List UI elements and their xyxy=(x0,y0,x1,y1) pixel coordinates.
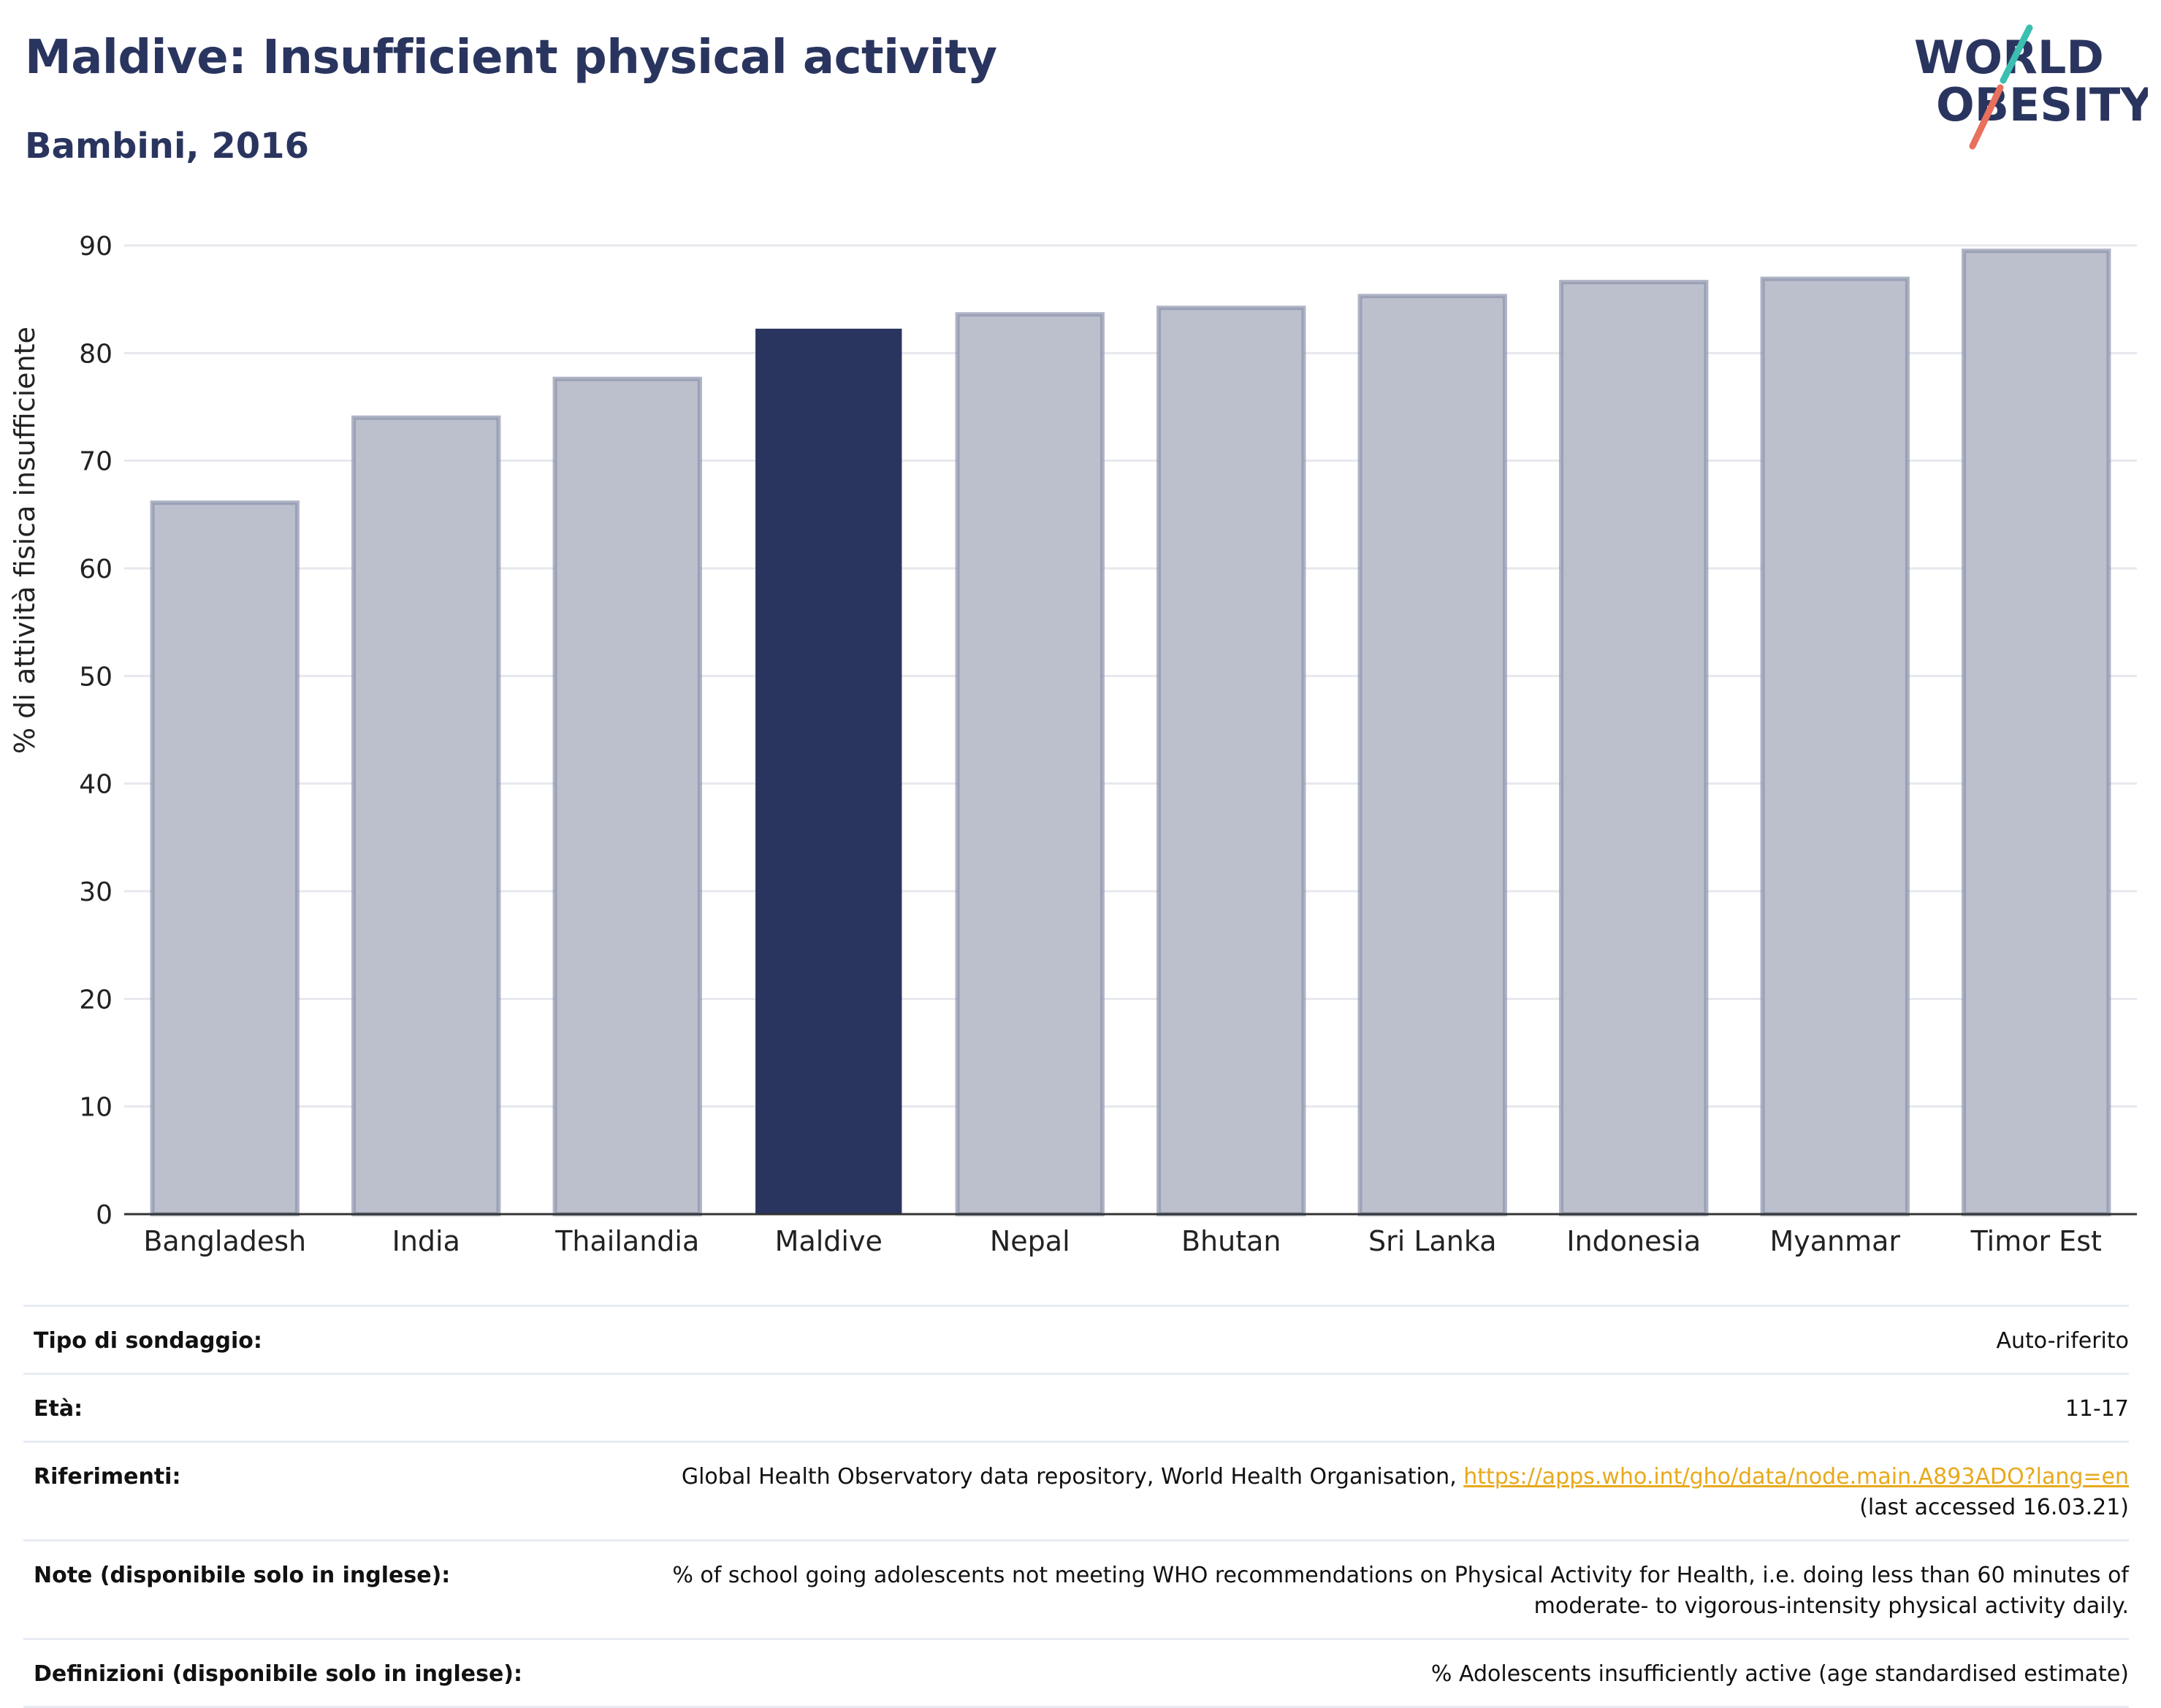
y-tick-label: 90 xyxy=(79,232,113,262)
info-key: Riferimenti: xyxy=(34,1464,181,1490)
info-value: Auto-riferito xyxy=(1996,1328,2129,1354)
info-key: Note (disponibile solo in inglese): xyxy=(34,1563,451,1588)
y-tick-label: 0 xyxy=(96,1200,113,1230)
chart-title: Maldive: Insufficient physical activity xyxy=(25,31,997,85)
info-value: % Adolescents insufficiently active (age… xyxy=(1430,1661,2129,1687)
bar-bangladesh xyxy=(150,500,300,1217)
x-tick-label: Nepal xyxy=(990,1225,1070,1257)
info-key: Definizioni (disponibile solo in inglese… xyxy=(34,1661,522,1687)
world-obesity-logo: WORLD OBESITY xyxy=(1914,24,2148,150)
info-value: Global Health Observatory data repositor… xyxy=(682,1462,2129,1523)
y-tick-label: 80 xyxy=(79,339,113,369)
logo-slash-teal xyxy=(2000,24,2033,84)
chart-subtitle: Bambini, 2016 xyxy=(25,126,309,167)
y-tick-label: 20 xyxy=(79,985,113,1015)
logo-line2: OBESITY xyxy=(1936,78,2148,131)
bar-thailandia xyxy=(552,376,702,1216)
x-tick-label: Thailandia xyxy=(554,1225,699,1257)
info-key: Tipo di sondaggio: xyxy=(34,1328,262,1354)
x-tick-label: Sri Lanka xyxy=(1368,1225,1497,1257)
bar-india xyxy=(351,415,501,1217)
info-value: % of school going adolescents not meetin… xyxy=(672,1563,2129,1619)
reference-accessed: (last accessed 16.03.21) xyxy=(1859,1495,2129,1520)
bar-timor-est xyxy=(1962,248,2111,1216)
info-table: Tipo di sondaggio: Auto-riferito Età: 11… xyxy=(23,1305,2129,1708)
y-tick-label: 70 xyxy=(79,447,113,477)
info-key: Età: xyxy=(34,1396,83,1422)
x-tick-label: India xyxy=(392,1225,460,1257)
bar-sri-lanka xyxy=(1357,294,1507,1216)
info-row-notes: Note (disponibile solo in inglese): % of… xyxy=(23,1541,2129,1640)
reference-text: Global Health Observatory data repositor… xyxy=(681,1464,1464,1490)
y-tick-label: 30 xyxy=(79,877,113,907)
x-tick-label: Bhutan xyxy=(1181,1225,1281,1257)
reference-link[interactable]: https://apps.who.int/gho/data/node.main.… xyxy=(1463,1464,2129,1490)
info-row-references: Riferimenti: Global Health Observatory d… xyxy=(23,1443,2129,1541)
x-tick-label: Maldive xyxy=(775,1225,883,1257)
logo-slash-coral xyxy=(1969,84,2004,150)
y-tick-label: 50 xyxy=(79,662,113,692)
bar-maldive xyxy=(755,328,902,1215)
x-tick-label: Bangladesh xyxy=(143,1225,306,1257)
y-tick-label: 10 xyxy=(79,1093,113,1123)
x-tick-label: Indonesia xyxy=(1566,1225,1701,1257)
bar-indonesia xyxy=(1559,280,1709,1216)
info-value: 11-17 xyxy=(2065,1396,2129,1422)
info-row-survey-type: Tipo di sondaggio: Auto-riferito xyxy=(23,1307,2129,1375)
info-row-age: Età: 11-17 xyxy=(23,1375,2129,1443)
y-axis-label: % di attività fisica insufficiente xyxy=(9,327,41,754)
y-tick-label: 60 xyxy=(79,554,113,584)
x-tick-label: Timor Est xyxy=(1970,1225,2102,1257)
bar-bhutan xyxy=(1156,305,1306,1216)
bar-myanmar xyxy=(1760,276,1910,1216)
y-tick-label: 40 xyxy=(79,770,113,800)
bar-chart: 0 10 20 30 40 50 60 70 80 90 Bangladesh India Thaila… xyxy=(79,232,2137,1257)
info-row-definitions: Definizioni (disponibile solo in inglese… xyxy=(23,1640,2129,1708)
bar-nepal xyxy=(955,312,1105,1216)
x-tick-label: Myanmar xyxy=(1769,1225,1900,1257)
